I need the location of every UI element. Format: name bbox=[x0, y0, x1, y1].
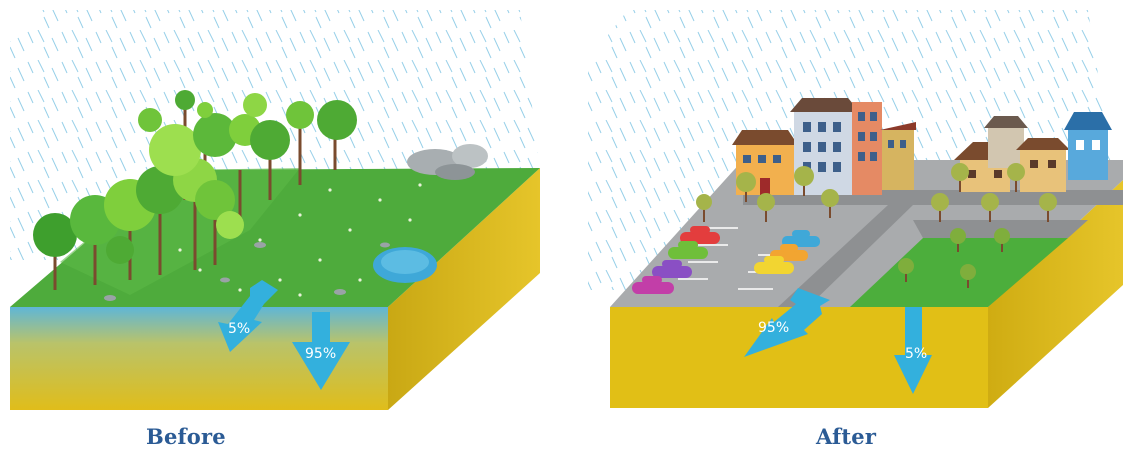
grass-patch bbox=[850, 238, 1068, 307]
car-yellow bbox=[754, 256, 794, 274]
before-illustration: 5% 95% bbox=[10, 10, 540, 410]
after-panel: 95% 5% After bbox=[568, 0, 1128, 452]
soil-side bbox=[388, 168, 540, 410]
car-purple bbox=[652, 260, 692, 278]
buildings-right bbox=[954, 112, 1112, 192]
small-stones bbox=[104, 242, 390, 301]
street-trees bbox=[696, 163, 1057, 288]
infiltration-arrow: 95% bbox=[292, 312, 350, 390]
soil-side bbox=[988, 180, 1123, 408]
parked-cars bbox=[632, 226, 820, 294]
cross-road bbox=[778, 205, 913, 307]
car-magenta bbox=[632, 276, 674, 294]
meadow-flowers bbox=[178, 183, 422, 297]
soil-front bbox=[10, 307, 388, 410]
infiltration-arrow: 5% bbox=[894, 307, 932, 394]
runoff-percent-label: 5% bbox=[228, 321, 250, 337]
infiltration-percent-label: 5% bbox=[905, 346, 927, 362]
soil-front bbox=[610, 307, 988, 408]
after-illustration: 95% 5% bbox=[588, 10, 1123, 408]
infiltration-percent-label: 95% bbox=[305, 346, 336, 362]
before-panel: 5% 95% Before bbox=[0, 0, 560, 452]
forest bbox=[33, 90, 357, 290]
car-green bbox=[668, 241, 708, 259]
runoff-arrow: 95% bbox=[744, 288, 830, 357]
runoff-arrow: 5% bbox=[218, 280, 278, 352]
before-caption: Before bbox=[146, 424, 226, 449]
rocks bbox=[407, 144, 488, 180]
after-caption: After bbox=[816, 424, 877, 449]
runoff-percent-label: 95% bbox=[758, 320, 789, 336]
